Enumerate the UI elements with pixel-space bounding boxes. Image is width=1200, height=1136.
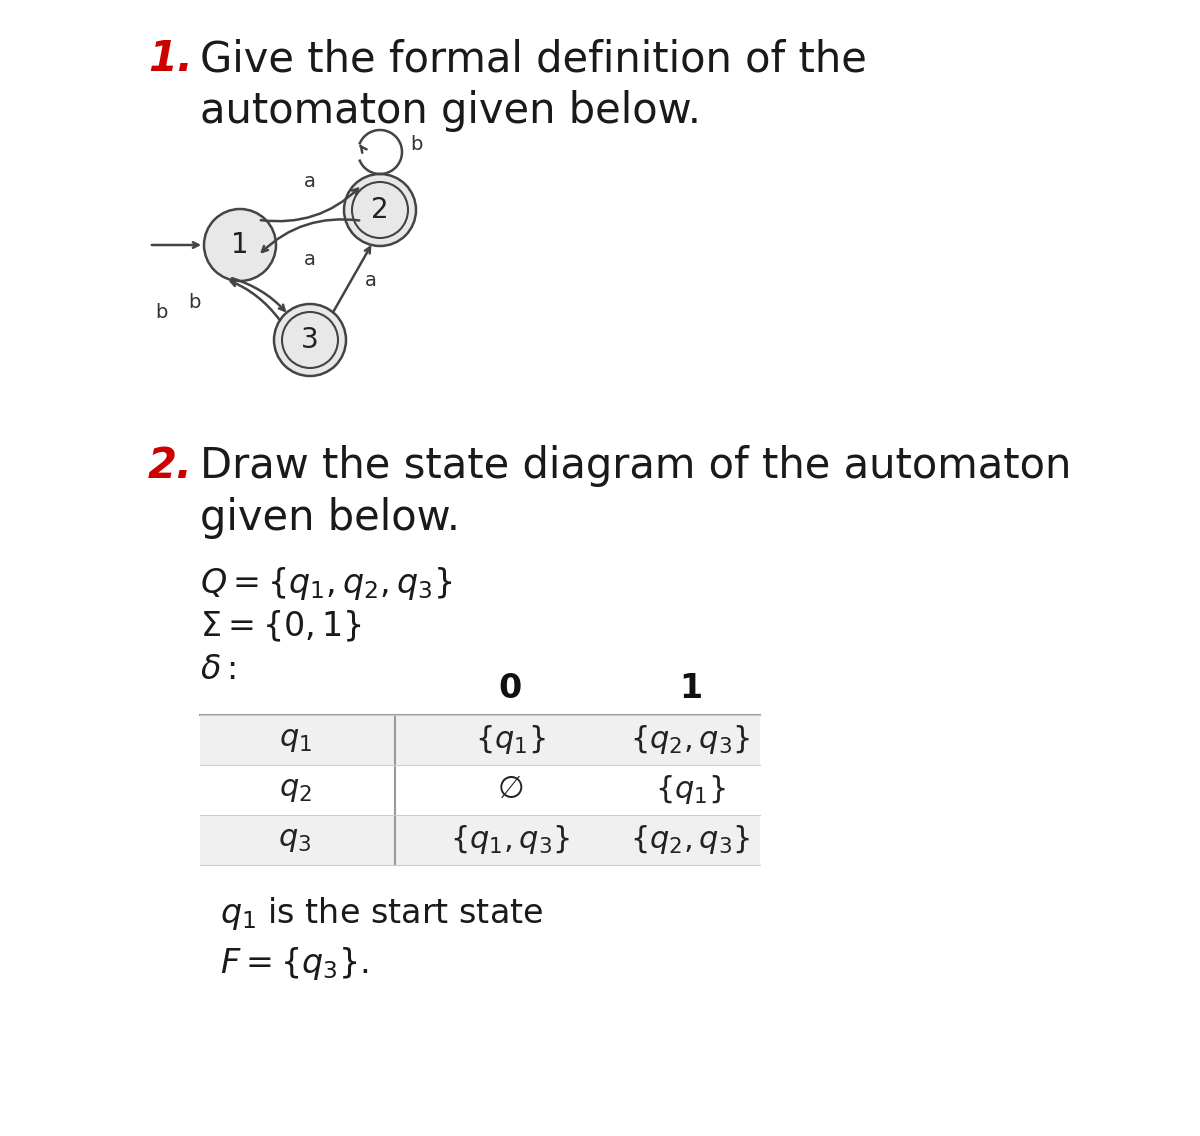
Text: $\mathbf{1}$: $\mathbf{1}$	[678, 673, 702, 705]
Text: b: b	[410, 135, 422, 154]
Text: $\emptyset$: $\emptyset$	[497, 776, 523, 804]
Text: $F = \{q_3\}.$: $F = \{q_3\}.$	[220, 945, 368, 982]
Text: a: a	[304, 172, 316, 191]
Circle shape	[204, 209, 276, 281]
Text: a: a	[365, 270, 377, 290]
Circle shape	[274, 304, 346, 376]
Text: $q_1$: $q_1$	[278, 726, 312, 754]
Bar	[200, 765, 760, 815]
Text: b: b	[156, 303, 168, 321]
Text: b: b	[188, 293, 200, 312]
Text: $\{q_1\}$: $\{q_1\}$	[655, 774, 725, 807]
Text: 2: 2	[371, 197, 389, 224]
Text: $\Sigma = \{0,1\}$: $\Sigma = \{0,1\}$	[200, 609, 362, 644]
Text: 1: 1	[232, 231, 248, 259]
Text: automaton given below.: automaton given below.	[200, 90, 701, 132]
Circle shape	[344, 174, 416, 247]
Text: $q_1$ is the start state: $q_1$ is the start state	[220, 895, 544, 932]
Text: $q_2$: $q_2$	[278, 776, 312, 804]
Bar	[200, 815, 760, 864]
Text: a: a	[304, 250, 316, 268]
Text: $\{q_2, q_3\}$: $\{q_2, q_3\}$	[630, 824, 750, 857]
Text: $\{q_1\}$: $\{q_1\}$	[475, 724, 545, 757]
Text: Draw the state diagram of the automaton: Draw the state diagram of the automaton	[200, 445, 1072, 487]
Text: $\{q_2, q_3\}$: $\{q_2, q_3\}$	[630, 724, 750, 757]
Text: $q_3$: $q_3$	[278, 826, 312, 854]
Text: $\delta:$: $\delta:$	[200, 653, 236, 686]
Text: given below.: given below.	[200, 498, 460, 538]
Text: 2.: 2.	[148, 445, 193, 487]
Text: 3: 3	[301, 326, 319, 354]
Bar	[200, 715, 760, 765]
Text: 1.: 1.	[148, 37, 193, 80]
Text: Give the formal definition of the: Give the formal definition of the	[200, 37, 866, 80]
Text: $\{q_1, q_3\}$: $\{q_1, q_3\}$	[450, 824, 570, 857]
Text: $Q = \{q_1, q_2, q_3\}$: $Q = \{q_1, q_2, q_3\}$	[200, 565, 452, 602]
Text: $\mathbf{0}$: $\mathbf{0}$	[498, 673, 522, 705]
